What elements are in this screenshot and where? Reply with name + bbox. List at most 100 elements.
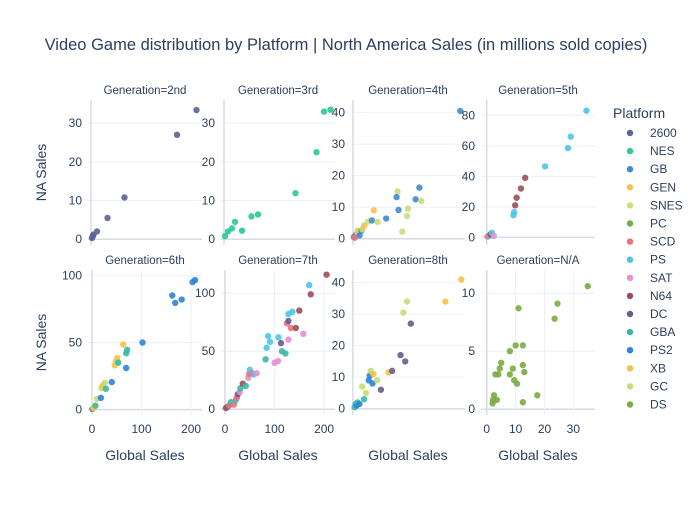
data-point-ps	[564, 144, 572, 152]
panel-plot-area	[351, 270, 465, 415]
facet-title: Generation=5th	[498, 85, 578, 97]
data-point-ps2	[369, 380, 376, 387]
data-point-ds	[512, 342, 519, 349]
data-point-ds	[506, 348, 514, 355]
data-point-ds	[521, 368, 528, 376]
data-point-gba	[282, 350, 289, 357]
data-point-gb	[393, 193, 400, 201]
y-tick-label: 0	[75, 403, 82, 417]
data-point-ps	[510, 208, 518, 216]
data-point-gc	[400, 309, 407, 316]
y-tick-label: 80	[462, 108, 476, 122]
legend-marker	[626, 129, 634, 137]
legend-label: XB	[650, 361, 666, 375]
data-point-sat	[285, 336, 292, 343]
y-tick-label: 30	[202, 116, 216, 130]
data-point-xb	[370, 370, 377, 378]
data-point-ds	[490, 392, 498, 399]
data-point-gb	[368, 217, 376, 224]
data-point-nes	[221, 232, 229, 240]
x-tick-label: 10	[509, 422, 523, 436]
data-point-n64	[513, 194, 520, 201]
data-point-ds	[506, 371, 514, 378]
legend-marker	[626, 310, 634, 318]
x-tick-label: 20	[538, 422, 552, 436]
legend-label: SAT	[650, 271, 673, 285]
y-tick-label: 0	[468, 402, 475, 416]
data-point-2600	[104, 214, 111, 222]
y-tick-label: 0	[468, 230, 475, 244]
data-point-n64	[512, 202, 519, 209]
facet-title: Generation=7th	[238, 255, 318, 267]
data-point-sat	[490, 232, 498, 240]
data-point-2600	[173, 131, 181, 138]
data-point-dc	[377, 386, 385, 393]
data-point-dc	[285, 317, 292, 325]
data-point-ds	[584, 283, 591, 290]
data-point-n64	[296, 307, 303, 314]
legend-label: GB	[650, 162, 667, 176]
data-point-ds	[496, 365, 503, 372]
data-point-dc	[397, 351, 404, 359]
data-point-gb	[395, 206, 402, 214]
data-point-ps2	[122, 364, 130, 372]
data-point-gb	[416, 184, 423, 191]
y-tick-label: 40	[462, 169, 476, 183]
data-point-2600	[193, 106, 200, 114]
data-point-2600	[93, 228, 101, 235]
data-point-ps2	[108, 378, 115, 386]
data-point-nes	[231, 218, 239, 225]
data-point-ps	[289, 308, 296, 315]
data-point-nes	[313, 149, 320, 156]
data-point-ps2	[97, 394, 105, 402]
data-point-gc	[373, 377, 381, 384]
data-point-ps	[263, 344, 270, 351]
facet-title: Generation=2nd	[104, 85, 187, 97]
y-tick-label: 30	[332, 137, 346, 151]
x-tick-label: 0	[89, 422, 96, 436]
legend-marker	[626, 383, 634, 390]
data-point-snes	[418, 197, 425, 205]
y-tick-label: 20	[69, 155, 83, 169]
legend-label: PS2	[650, 343, 673, 357]
y-tick-label: 40	[332, 276, 346, 290]
data-point-nes	[248, 213, 255, 220]
data-point-n64	[521, 174, 529, 182]
data-point-nes	[238, 227, 246, 234]
data-point-gba	[92, 402, 99, 409]
y-tick-label: 100	[62, 268, 82, 282]
x-tick-label: 0	[483, 422, 490, 436]
data-point-xb	[442, 298, 449, 305]
data-point-gc	[362, 389, 370, 397]
y-tick-label: 0	[208, 402, 215, 416]
y-tick-label: 0	[338, 402, 345, 416]
legend-marker	[626, 328, 634, 336]
data-point-ds	[498, 359, 505, 366]
y-tick-label: 50	[69, 336, 83, 350]
data-point-gb	[457, 107, 464, 115]
legend-marker	[626, 365, 634, 372]
data-point-ds	[534, 392, 541, 399]
data-point-ps	[275, 334, 282, 341]
y-tick-label: 0	[338, 232, 345, 246]
data-point-ps2	[356, 400, 363, 408]
data-point-dc	[407, 320, 415, 327]
x-tick-label: 200	[181, 422, 201, 436]
data-point-gba	[262, 356, 269, 363]
data-point-scd	[351, 234, 358, 241]
y-tick-label: 20	[332, 169, 346, 183]
data-point-scd	[287, 324, 295, 332]
data-point-gba	[115, 359, 122, 366]
data-point-ds	[554, 300, 561, 307]
legend-label: SNES	[650, 198, 683, 212]
data-point-ds	[515, 305, 522, 312]
y-tick-label: 10	[202, 194, 216, 208]
data-point-nes	[327, 106, 334, 113]
legend-marker	[626, 202, 634, 209]
facet-title: Generation=N/A	[497, 255, 580, 267]
legend-label: DC	[650, 307, 668, 321]
y-tick-label: 10	[332, 200, 346, 214]
facet-title: Generation=8th	[368, 255, 448, 267]
data-point-ps	[541, 163, 549, 170]
